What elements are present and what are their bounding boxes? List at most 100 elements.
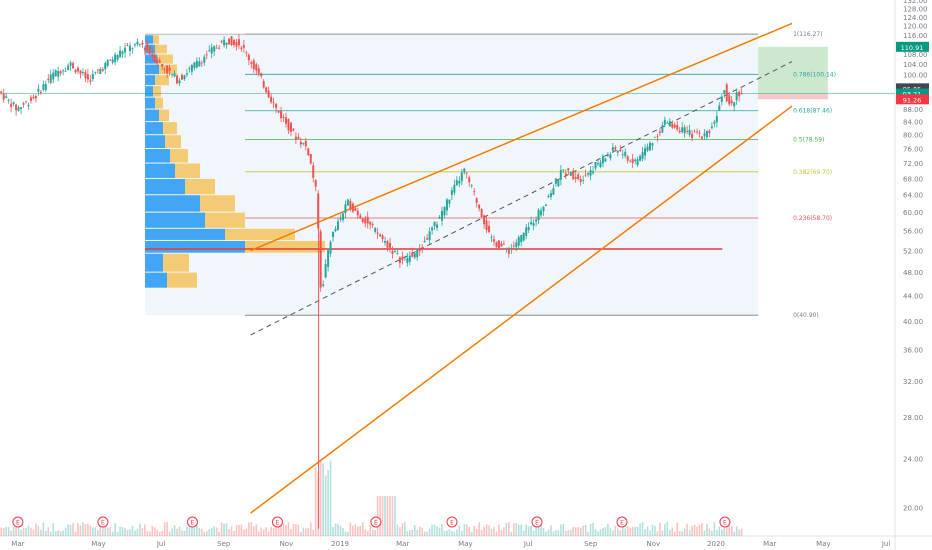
volume-bar [314,467,317,536]
volume-bar [379,496,381,536]
candle-body [465,172,468,174]
volume-bar [149,531,151,536]
earnings-event-icon[interactable] [446,516,458,528]
earnings-event-icon[interactable] [370,516,382,528]
volume-bar [542,527,545,536]
volume-bar [262,529,265,536]
candle-body [606,155,609,157]
volume-bar [723,525,726,536]
volume-bar [101,525,104,536]
candle-body [81,72,84,74]
candle-body [490,236,493,238]
time-tick-label: Mar [11,540,24,548]
candle-body [275,103,278,108]
candle-body [32,96,35,99]
candle-body [72,63,75,69]
earnings-event-icon[interactable] [271,516,283,528]
earnings-event-icon[interactable] [719,516,731,528]
price-axis-marker [896,41,929,52]
volume-bar [121,527,124,536]
candle-body [57,70,60,77]
volume-bar [716,529,718,536]
earnings-event-label: E [723,520,727,527]
candle-body [86,74,89,80]
volume-bar [453,531,456,536]
volume-bar [621,524,624,536]
candle-body [272,102,275,104]
earnings-event-icon[interactable] [531,516,543,528]
candle-body [178,80,181,84]
candle-body [210,47,213,54]
candle-body [443,207,446,216]
candle-body [334,228,337,232]
earnings-event-icon[interactable] [186,516,198,528]
volume-bar [230,526,233,536]
volume-bar [309,522,312,536]
candle-body [237,39,240,46]
volume-profile-sell-bar [164,135,181,149]
candle-body [604,158,607,162]
volume-bar [728,524,731,536]
candle-body [483,215,486,225]
volume-bar [545,531,547,536]
candle-body [718,105,721,111]
volume-bar [693,524,696,536]
candle-body [715,116,718,123]
volume-bar [158,531,161,536]
volume-bar [468,526,471,536]
candle-body [106,60,109,66]
volume-bar [431,524,433,536]
channel-lower-line[interactable] [250,105,793,514]
volume-bar [361,522,364,536]
price-tick-label: 28.00 [903,414,923,422]
candle-body [445,199,448,211]
candle-body [492,239,495,242]
volume-bar [594,528,597,536]
volume-bar [52,523,55,536]
volume-bar [495,531,498,536]
volume-bar [691,525,693,536]
candle-body [114,54,117,63]
volume-bar [711,530,713,536]
volume-bar [106,527,109,536]
volume-bar [562,523,565,536]
volume-bar [458,525,461,536]
volume-bar [470,531,473,536]
volume-bar [565,530,567,536]
volume-bar [661,530,664,536]
volume-bar [624,528,627,536]
volume-bar [161,531,163,536]
candle-body [411,252,414,257]
candle-body [700,136,703,139]
candle-body [190,65,193,72]
candle-body [151,53,154,57]
volume-bar [203,531,206,536]
candle-body [723,90,726,94]
candle-body [438,216,441,219]
candle-body [327,250,330,267]
candle-body [549,193,552,197]
volume-bar [584,525,587,536]
volume-bar [634,527,636,536]
candle-body [567,168,570,171]
earnings-event-icon[interactable] [12,516,24,528]
candle-body [386,241,389,248]
volume-bar [669,529,671,536]
price-tick-label: 72.00 [903,160,923,168]
candle-body [349,201,352,210]
candle-body [42,84,45,90]
candle-body [22,103,25,105]
volume-bar [277,525,280,536]
channel-upper-line[interactable] [250,22,793,252]
candle-body [294,136,297,140]
candle-body [668,121,671,127]
volume-bar [213,526,215,536]
candle-body [596,163,599,165]
candle-body [332,232,335,238]
earnings-event-icon[interactable] [616,516,628,528]
candle-body [401,256,404,261]
earnings-event-icon[interactable] [97,516,109,528]
price-tick-label: 132.00 [903,0,928,5]
volume-bar [500,530,503,536]
